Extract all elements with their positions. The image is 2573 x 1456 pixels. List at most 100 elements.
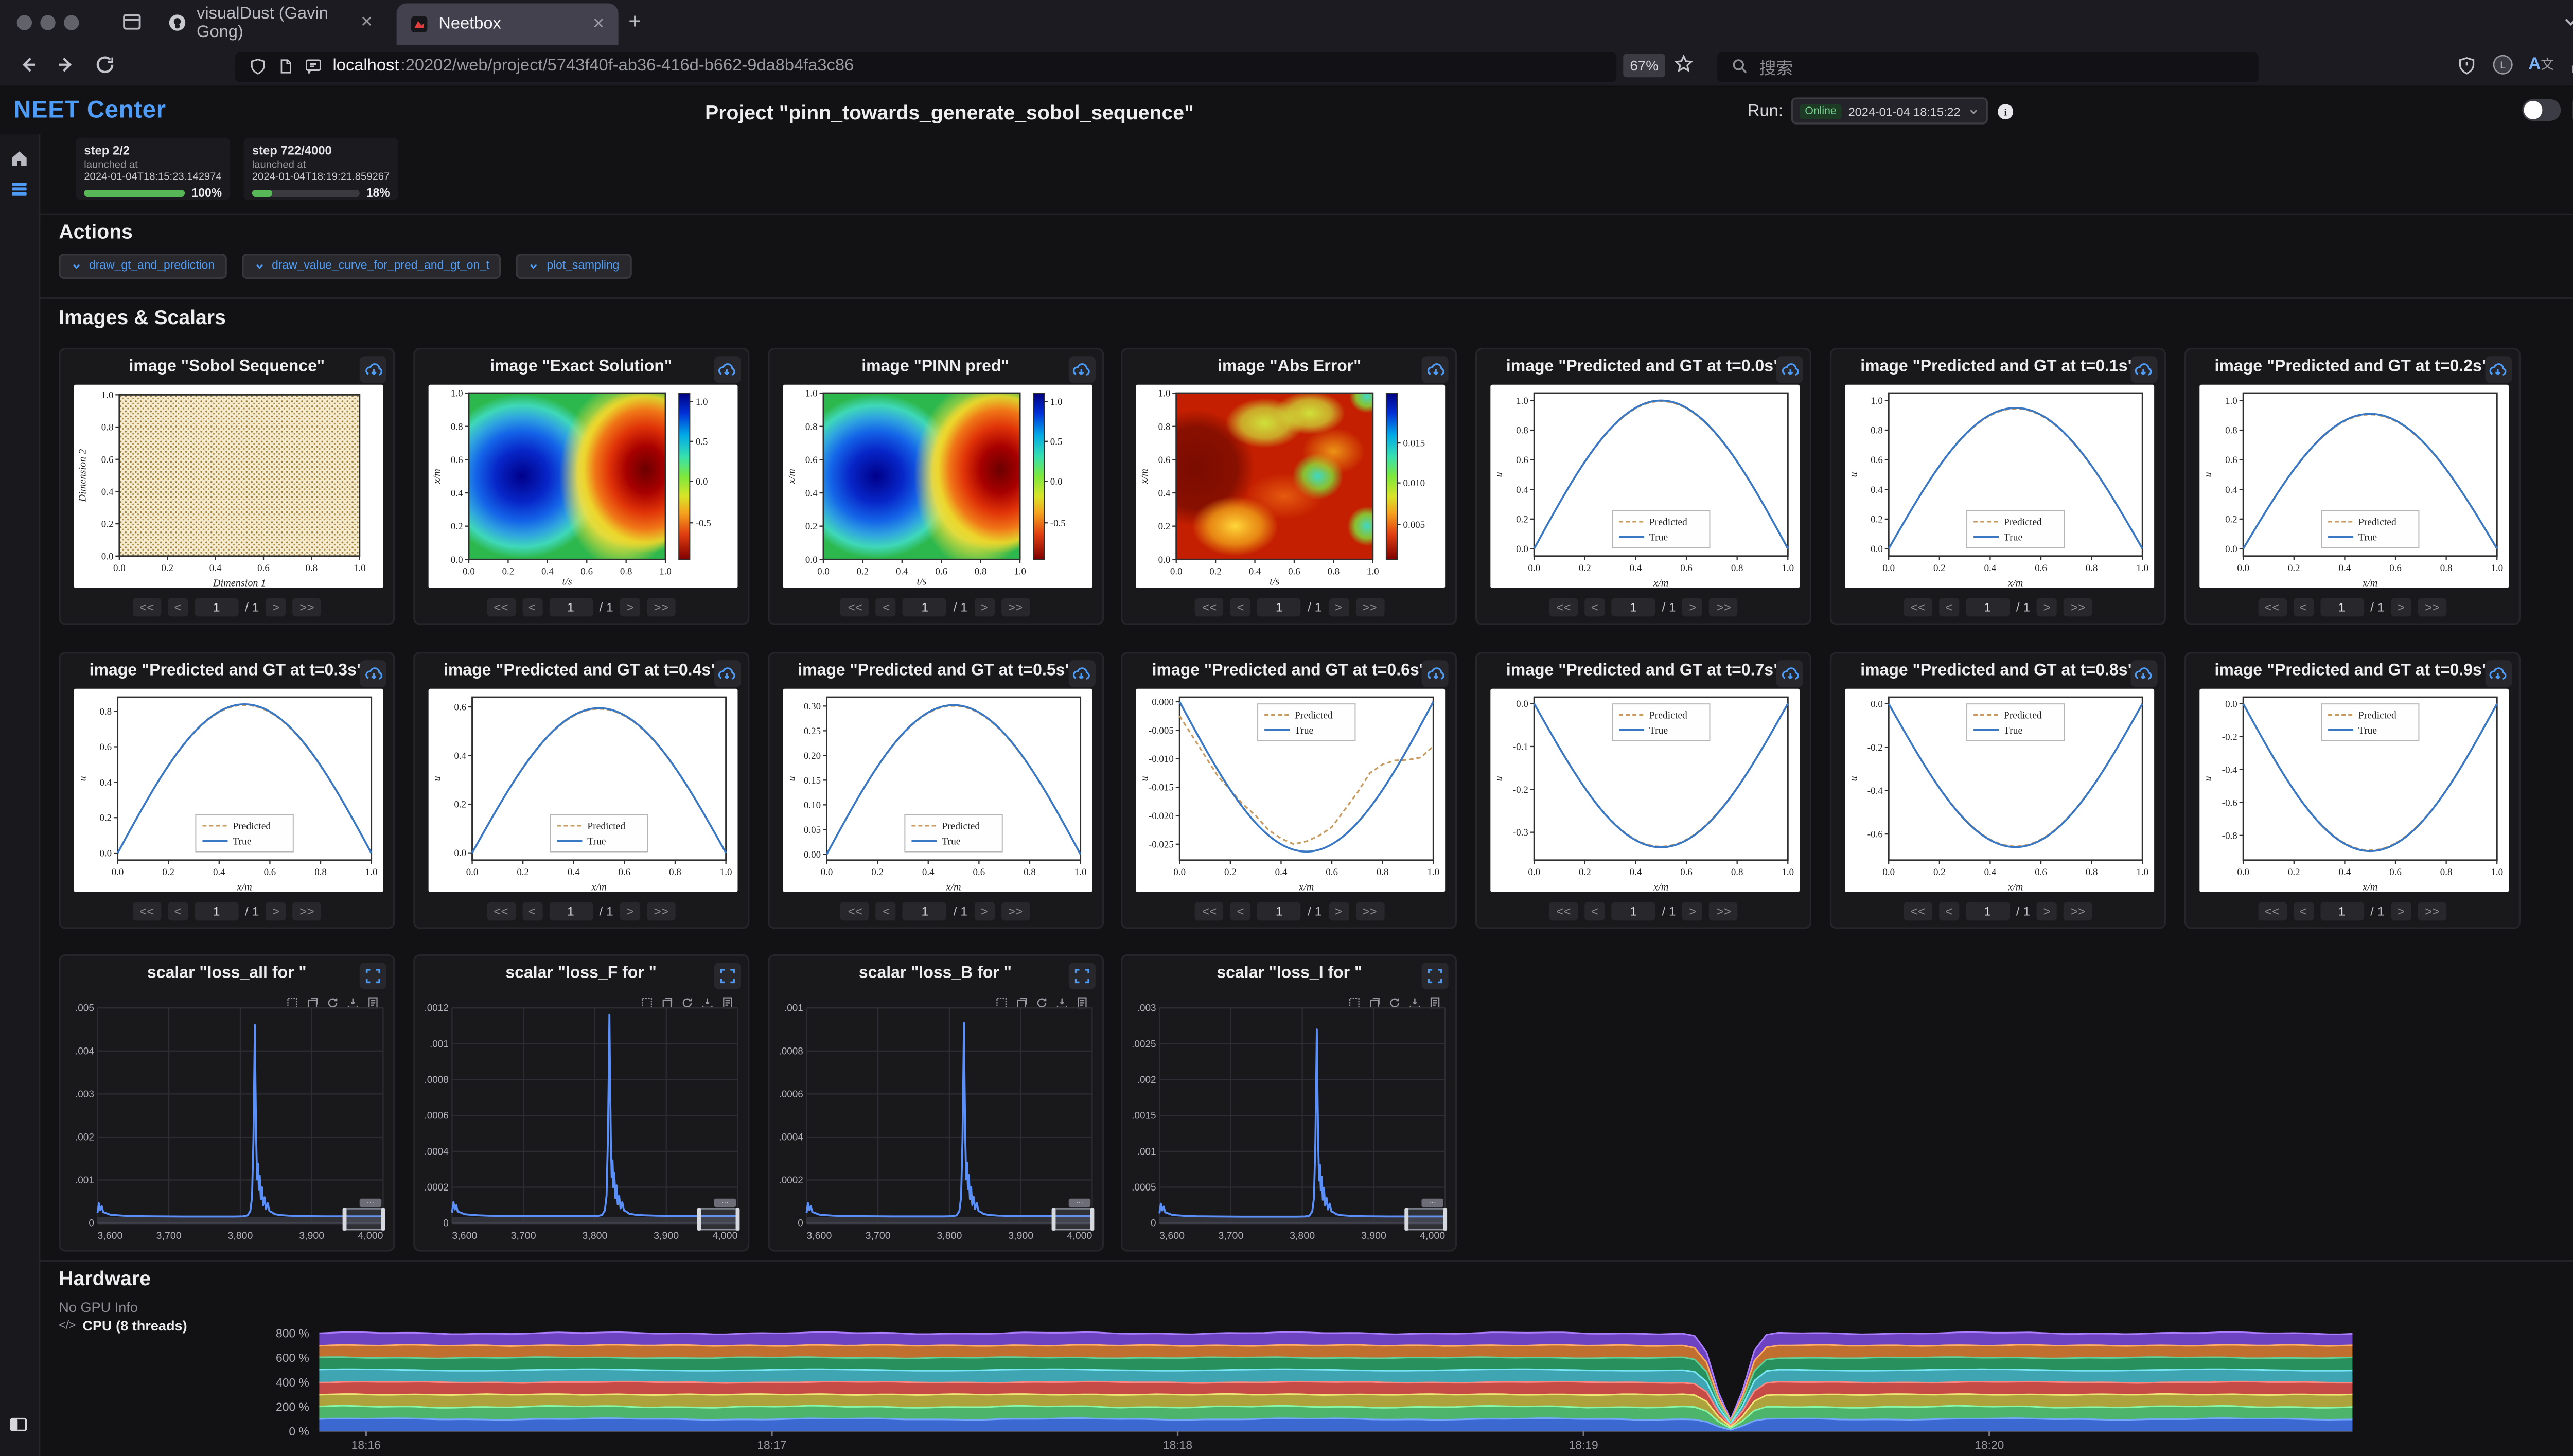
pager-next-button[interactable]: > <box>620 598 640 617</box>
restore-icon[interactable] <box>1034 996 1048 1009</box>
pager-next-button[interactable]: > <box>2391 902 2411 921</box>
download-image-button[interactable] <box>2484 660 2512 687</box>
pager-first-button[interactable]: << <box>1195 598 1224 617</box>
scalar-chart[interactable]: 3,600 3,700 3,800 3,900 4,000 .0012 .001 .0008.… <box>421 1000 744 1248</box>
pager-prev-button[interactable]: < <box>876 598 896 617</box>
share-icon[interactable] <box>2569 55 2573 75</box>
expand-chart-button[interactable] <box>1068 963 1095 990</box>
pager-first-button[interactable]: << <box>486 598 516 617</box>
download-image-button[interactable] <box>359 660 387 687</box>
pager-page-input[interactable]: 1 <box>195 598 239 617</box>
pager-first-button[interactable]: << <box>841 598 870 617</box>
pager-page-input[interactable]: 1 <box>903 598 947 617</box>
pager-prev-button[interactable]: < <box>522 598 542 617</box>
run-card[interactable]: step 2/2 launched at 2024-01-04T18:15:23.1… <box>75 137 231 200</box>
pager-prev-button[interactable]: < <box>1584 598 1605 617</box>
pager-first-button[interactable]: << <box>1549 902 1578 921</box>
pager-first-button[interactable]: << <box>2258 902 2286 921</box>
pager-next-button[interactable]: > <box>2037 598 2057 617</box>
pager-last-button[interactable]: >> <box>2064 598 2092 617</box>
bookmark-star-icon[interactable] <box>1673 54 1694 74</box>
pager-next-button[interactable]: > <box>266 902 286 921</box>
list-all-tabs-icon[interactable] <box>2561 12 2573 32</box>
pager-first-button[interactable]: << <box>1549 598 1578 617</box>
pager-prev-button[interactable]: < <box>1230 902 1251 921</box>
pager-last-button[interactable]: >> <box>2418 598 2447 617</box>
pager-next-button[interactable]: > <box>1682 598 1703 617</box>
pager-first-button[interactable]: << <box>132 598 161 617</box>
scalar-chart[interactable]: 3,600 3,700 3,800 3,900 4,000 .001 .0008 .0006.… <box>776 1000 1098 1248</box>
download-image-button[interactable] <box>2130 356 2158 383</box>
run-card[interactable]: step 722/4000 launched at 2024-01-04T18:19… <box>243 137 398 200</box>
pager-last-button[interactable]: >> <box>1355 598 1384 617</box>
scalar-chart[interactable]: 3,600 3,700 3,800 3,900 4,000 .005 .004 .003 .00… <box>67 1000 390 1248</box>
pager-prev-button[interactable]: < <box>167 598 188 617</box>
restore-icon[interactable] <box>326 996 339 1009</box>
pager-prev-button[interactable]: < <box>1584 902 1605 921</box>
search-input[interactable]: 搜索 <box>1717 51 2259 82</box>
sidebar-collapse-icon[interactable] <box>8 1414 28 1434</box>
download-image-button[interactable] <box>714 660 741 687</box>
pager-page-input[interactable]: 1 <box>1965 902 2010 921</box>
download-image-button[interactable] <box>359 356 387 383</box>
download-image-button[interactable] <box>714 356 741 383</box>
pager-prev-button[interactable]: < <box>1230 598 1251 617</box>
page-info-icon[interactable] <box>277 57 294 76</box>
pager-next-button[interactable]: > <box>2037 902 2057 921</box>
pager-last-button[interactable]: >> <box>2418 902 2447 921</box>
tab-neetbox[interactable]: Neetbox ✕ <box>396 3 619 46</box>
pager-last-button[interactable]: >> <box>292 598 322 617</box>
new-tab-icon[interactable]: + <box>628 8 642 34</box>
pager-prev-button[interactable]: < <box>1938 902 1959 921</box>
restore-icon[interactable] <box>1388 996 1402 1009</box>
expand-chart-button[interactable] <box>1422 963 1449 990</box>
pager-last-button[interactable]: >> <box>1709 902 1738 921</box>
action-button-plot_sampling[interactable]: plot_sampling <box>516 254 631 279</box>
tab-visualdust[interactable]: visualDust (Gavin Gong) ✕ <box>154 0 386 45</box>
back-icon[interactable] <box>17 54 39 75</box>
download-image-button[interactable] <box>1776 356 1804 383</box>
pager-prev-button[interactable]: < <box>876 902 896 921</box>
pager-page-input[interactable]: 1 <box>903 902 947 921</box>
forward-icon[interactable] <box>56 54 77 75</box>
theme-toggle[interactable] <box>2522 99 2561 121</box>
pager-page-input[interactable]: 1 <box>549 598 593 617</box>
zoom-level-badge[interactable]: 67% <box>1623 54 1665 78</box>
pager-first-button[interactable]: << <box>132 902 161 921</box>
pager-first-button[interactable]: << <box>1195 902 1224 921</box>
pager-next-button[interactable]: > <box>1328 598 1349 617</box>
pager-next-button[interactable]: > <box>266 598 286 617</box>
project-list-icon[interactable] <box>8 178 30 200</box>
pager-prev-button[interactable]: < <box>2293 598 2314 617</box>
pager-prev-button[interactable]: < <box>2293 902 2314 921</box>
pager-prev-button[interactable]: < <box>522 902 542 921</box>
restore-icon[interactable] <box>680 996 694 1009</box>
pager-page-input[interactable]: 1 <box>1611 902 1655 921</box>
pager-page-input[interactable]: 1 <box>2320 598 2364 617</box>
brand-logo[interactable]: NEET Center <box>13 97 166 125</box>
pager-page-input[interactable]: 1 <box>1611 598 1655 617</box>
expand-chart-button[interactable] <box>714 963 741 990</box>
url-bar[interactable]: localhost:20202/web/project/5743f40f-ab3… <box>235 51 1617 82</box>
tab-close-icon[interactable]: ✕ <box>360 13 373 30</box>
shield-icon[interactable] <box>249 57 267 76</box>
pager-page-input[interactable]: 1 <box>549 902 593 921</box>
translate-icon[interactable]: A文 <box>2528 55 2554 74</box>
protection-shield-icon[interactable] <box>2456 55 2476 75</box>
action-button-draw_value_curve_for_pred_and_gt_on_t[interactable]: draw_value_curve_for_pred_and_gt_on_t <box>241 254 502 279</box>
window-zoom-icon[interactable] <box>64 15 79 30</box>
download-image-button[interactable] <box>2130 660 2158 687</box>
pager-next-button[interactable]: > <box>974 598 995 617</box>
tab-close-icon[interactable]: ✕ <box>592 15 605 32</box>
pager-next-button[interactable]: > <box>1328 902 1349 921</box>
pager-next-button[interactable]: > <box>1682 902 1703 921</box>
pager-page-input[interactable]: 1 <box>1965 598 2010 617</box>
pager-first-button[interactable]: << <box>2258 598 2286 617</box>
window-minimize-icon[interactable] <box>40 15 56 30</box>
download-image-button[interactable] <box>1068 660 1095 687</box>
pager-last-button[interactable]: >> <box>647 598 676 617</box>
reload-icon[interactable] <box>94 54 116 75</box>
pager-last-button[interactable]: >> <box>647 902 676 921</box>
pager-last-button[interactable]: >> <box>1709 598 1738 617</box>
pager-last-button[interactable]: >> <box>1355 902 1384 921</box>
